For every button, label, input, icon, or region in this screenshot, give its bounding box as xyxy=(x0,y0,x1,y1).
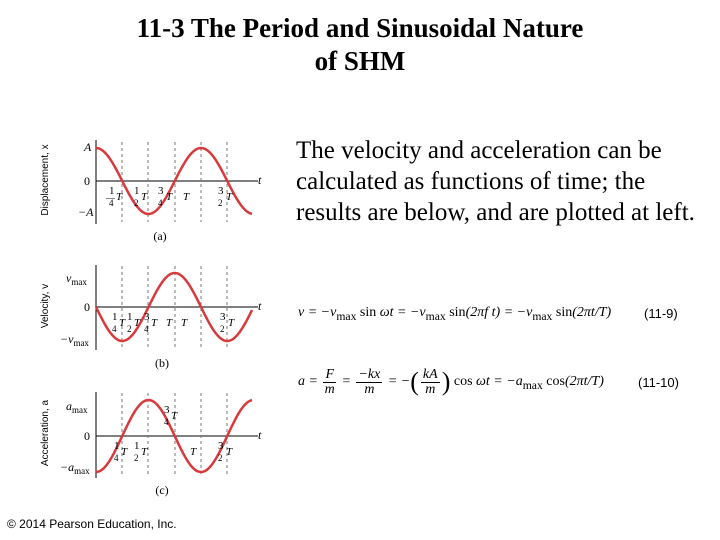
svg-text:T: T xyxy=(226,446,233,458)
svg-text:3: 3 xyxy=(164,404,170,416)
svg-text:1: 1 xyxy=(109,185,115,197)
copyright-notice: © 2014 Pearson Education, Inc. xyxy=(7,517,177,531)
svg-text:2: 2 xyxy=(220,324,225,334)
equation-number-11-10: (11-10) xyxy=(638,375,679,390)
y-bottom-label-a: −A xyxy=(78,205,94,219)
t-label-b: t xyxy=(258,299,262,313)
equation-velocity: v = −vmax sin ωt = −vmax sin(2πf t) = −v… xyxy=(298,305,612,323)
tick-labels-c: 34 T 14 T 12 T T 32 T xyxy=(114,404,233,463)
svg-text:2: 2 xyxy=(134,453,139,463)
svg-text:4: 4 xyxy=(112,324,117,334)
y-zero-label-c: 0 xyxy=(84,429,90,443)
svg-text:3: 3 xyxy=(218,440,224,452)
body-paragraph: The velocity and acceleration can be cal… xyxy=(296,137,695,226)
panel-label-c: (c) xyxy=(155,483,168,497)
svg-text:4: 4 xyxy=(164,417,169,427)
graph-velocity: Velocity, v vmax 0 −vmax t 14 T 12 T 34 T T… xyxy=(40,265,262,370)
svg-text:2: 2 xyxy=(127,324,132,334)
svg-text:4: 4 xyxy=(109,198,114,208)
t-label-a: t xyxy=(258,173,262,187)
svg-text:3: 3 xyxy=(218,185,224,197)
svg-text:T: T xyxy=(134,317,141,329)
y-axis-title-acceleration: Acceleration, a xyxy=(40,399,51,466)
svg-text:—: — xyxy=(105,193,116,203)
title-line-1: 11-3 The Period and Sinusoidal Nature xyxy=(136,13,584,43)
t-label-c: t xyxy=(258,428,262,442)
svg-text:T: T xyxy=(166,317,173,329)
svg-text:4: 4 xyxy=(144,324,149,334)
panel-label-a: (a) xyxy=(153,229,166,243)
svg-text:1: 1 xyxy=(134,440,140,452)
y-top-label-b: vmax xyxy=(66,271,87,287)
dashed-markers-b xyxy=(121,266,228,349)
svg-text:T: T xyxy=(166,191,173,203)
svg-text:T: T xyxy=(171,410,178,422)
dashed-markers-a xyxy=(121,142,228,222)
slide-title: 11-3 The Period and Sinusoidal Nature of… xyxy=(0,12,720,78)
panel-label-b: (b) xyxy=(155,356,169,370)
y-axis-title-displacement: Displacement, x xyxy=(40,144,51,215)
svg-text:T: T xyxy=(228,317,235,329)
tick-labels-b: 14 T 12 T 34 T T T 32 T xyxy=(112,311,235,334)
svg-text:4: 4 xyxy=(114,453,119,463)
y-bottom-label-b: −vmax xyxy=(60,332,89,348)
acceleration-curve xyxy=(95,398,253,474)
svg-text:3: 3 xyxy=(144,311,150,323)
svg-text:2: 2 xyxy=(218,453,223,463)
y-top-label-a: A xyxy=(83,140,92,154)
y-axis-title-velocity: Velocity, v xyxy=(40,284,51,328)
svg-text:T: T xyxy=(141,446,148,458)
equation-number-11-9: (11-9) xyxy=(644,306,678,321)
svg-text:3: 3 xyxy=(158,185,164,197)
svg-text:T: T xyxy=(141,191,148,203)
svg-text:1: 1 xyxy=(114,440,120,452)
svg-text:T: T xyxy=(116,191,123,203)
y-top-label-c: amax xyxy=(66,399,88,415)
svg-text:1: 1 xyxy=(134,185,140,197)
title-line-2: of SHM xyxy=(314,46,406,76)
svg-text:1: 1 xyxy=(127,311,133,323)
svg-text:4: 4 xyxy=(158,198,163,208)
displacement-curve xyxy=(95,146,253,216)
svg-text:2: 2 xyxy=(218,198,223,208)
svg-text:T: T xyxy=(181,317,188,329)
svg-text:T: T xyxy=(121,446,128,458)
y-zero-label-b: 0 xyxy=(84,300,90,314)
velocity-curve xyxy=(94,271,254,343)
y-bottom-label-c: −amax xyxy=(60,460,90,476)
svg-text:T: T xyxy=(119,317,126,329)
svg-text:3: 3 xyxy=(220,311,226,323)
svg-text:2: 2 xyxy=(134,198,139,208)
svg-text:T: T xyxy=(226,191,233,203)
graph-acceleration: Acceleration, a amax 0 −amax t 34 T 14 T 1… xyxy=(40,392,262,497)
svg-text:T: T xyxy=(190,446,197,458)
svg-text:T: T xyxy=(151,317,158,329)
svg-text:1: 1 xyxy=(112,311,118,323)
svg-text:T: T xyxy=(183,191,190,203)
y-zero-label-a: 0 xyxy=(84,174,90,188)
